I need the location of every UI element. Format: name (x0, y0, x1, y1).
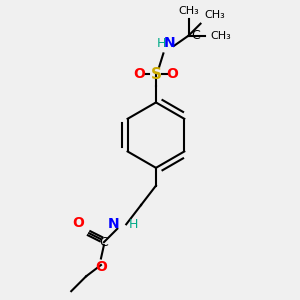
Text: N: N (164, 35, 175, 50)
Text: C: C (100, 236, 108, 249)
Text: O: O (73, 216, 85, 230)
Text: O: O (95, 260, 107, 274)
Text: CH₃: CH₃ (210, 31, 231, 40)
Text: CH₃: CH₃ (204, 10, 225, 20)
Text: CH₃: CH₃ (178, 6, 199, 16)
Text: H: H (157, 37, 167, 50)
Text: N: N (108, 217, 120, 231)
Text: O: O (167, 67, 178, 81)
Text: S: S (150, 67, 161, 82)
Text: C: C (192, 29, 200, 42)
Text: H: H (129, 218, 139, 231)
Text: O: O (134, 67, 146, 81)
